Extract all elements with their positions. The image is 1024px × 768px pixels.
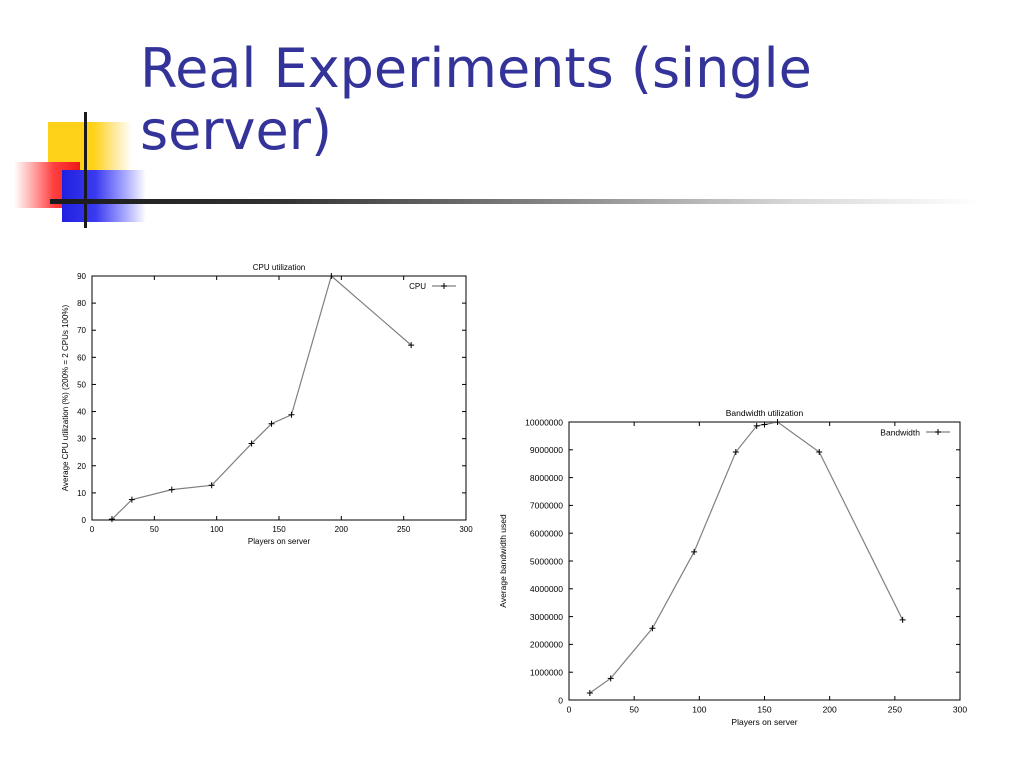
data-point-marker — [691, 548, 698, 555]
legend-marker — [935, 429, 941, 435]
y-tick-label: 7000000 — [530, 501, 563, 511]
data-point-marker — [607, 675, 614, 682]
x-tick-label: 300 — [953, 705, 967, 715]
x-tick-label: 150 — [757, 705, 771, 715]
data-point-marker — [128, 496, 135, 503]
x-tick-label: 200 — [823, 705, 837, 715]
y-tick-label: 90 — [77, 272, 86, 281]
x-tick-label: 100 — [210, 525, 224, 534]
y-tick-label: 50 — [77, 380, 86, 389]
x-tick-label: 100 — [692, 705, 706, 715]
x-axis-label: Players on server — [248, 537, 311, 546]
y-tick-label: 2000000 — [530, 640, 563, 650]
data-point-marker — [732, 449, 739, 456]
y-tick-label: 0 — [558, 695, 563, 705]
plot-frame — [91, 275, 467, 521]
slide-title: Real Experiments (single server) — [140, 37, 812, 162]
y-tick-label: 8000000 — [530, 473, 563, 483]
data-point-marker — [774, 419, 781, 425]
y-tick-label: 1000000 — [530, 667, 563, 677]
data-point-marker — [328, 273, 335, 279]
data-point-marker — [816, 449, 823, 456]
data-point-marker — [586, 690, 593, 697]
y-tick-label: 30 — [77, 435, 86, 444]
data-point-marker — [248, 440, 255, 447]
data-point-marker — [761, 421, 768, 428]
y-tick-label: 10000000 — [525, 417, 563, 427]
series-line-bandwidth — [589, 421, 904, 694]
y-tick-label: 6000000 — [530, 528, 563, 538]
data-point-marker — [288, 411, 295, 418]
logo-blue-square — [62, 170, 146, 222]
legend-label: CPU — [409, 282, 426, 291]
y-tick-label: 9000000 — [530, 445, 563, 455]
data-point-marker — [753, 422, 760, 429]
logo-vertical-line — [84, 112, 87, 228]
x-tick-label: 300 — [459, 525, 473, 534]
data-point-marker — [899, 616, 906, 623]
chart-title: Bandwidth utilization — [726, 408, 804, 418]
legend-label: Bandwidth — [880, 427, 920, 437]
legend-marker — [441, 283, 447, 289]
data-point-marker — [108, 516, 115, 523]
x-tick-label: 250 — [397, 525, 411, 534]
y-tick-label: 80 — [77, 299, 86, 308]
data-point-marker — [168, 486, 175, 493]
cpu-utilization-chart: CPU utilization 0 50 100 150 200 250 300 0 10 20 30… — [61, 263, 473, 546]
y-tick-label: 70 — [77, 326, 86, 335]
y-tick-label: 60 — [77, 353, 86, 362]
y-tick-label: 0 — [82, 516, 87, 525]
data-point-marker — [208, 482, 215, 489]
x-tick-label: 0 — [567, 705, 572, 715]
x-tick-label: 0 — [90, 525, 95, 534]
y-axis-label: Average CPU utilization (%) (200% = 2 CP… — [61, 304, 70, 491]
y-tick-label: 40 — [77, 408, 86, 417]
x-tick-label: 250 — [888, 705, 902, 715]
data-point-marker — [408, 342, 415, 349]
x-tick-label: 150 — [272, 525, 286, 534]
title-underline — [50, 199, 980, 204]
y-tick-label: 5000000 — [530, 556, 563, 566]
x-tick-label: 50 — [150, 525, 159, 534]
x-tick-label: 50 — [629, 705, 639, 715]
y-tick-label: 3000000 — [530, 612, 563, 622]
x-axis-label: Players on server — [731, 717, 797, 727]
data-point-marker — [268, 420, 275, 427]
y-axis-label: Average bandwidth used — [498, 514, 508, 608]
y-tick-label: 10 — [77, 489, 86, 498]
chart-title: CPU utilization — [253, 263, 305, 272]
x-tick-label: 200 — [335, 525, 349, 534]
y-tick-label: 4000000 — [530, 584, 563, 594]
y-tick-label: 20 — [77, 462, 86, 471]
series-line-cpu — [111, 274, 412, 520]
data-point-marker — [649, 625, 656, 632]
